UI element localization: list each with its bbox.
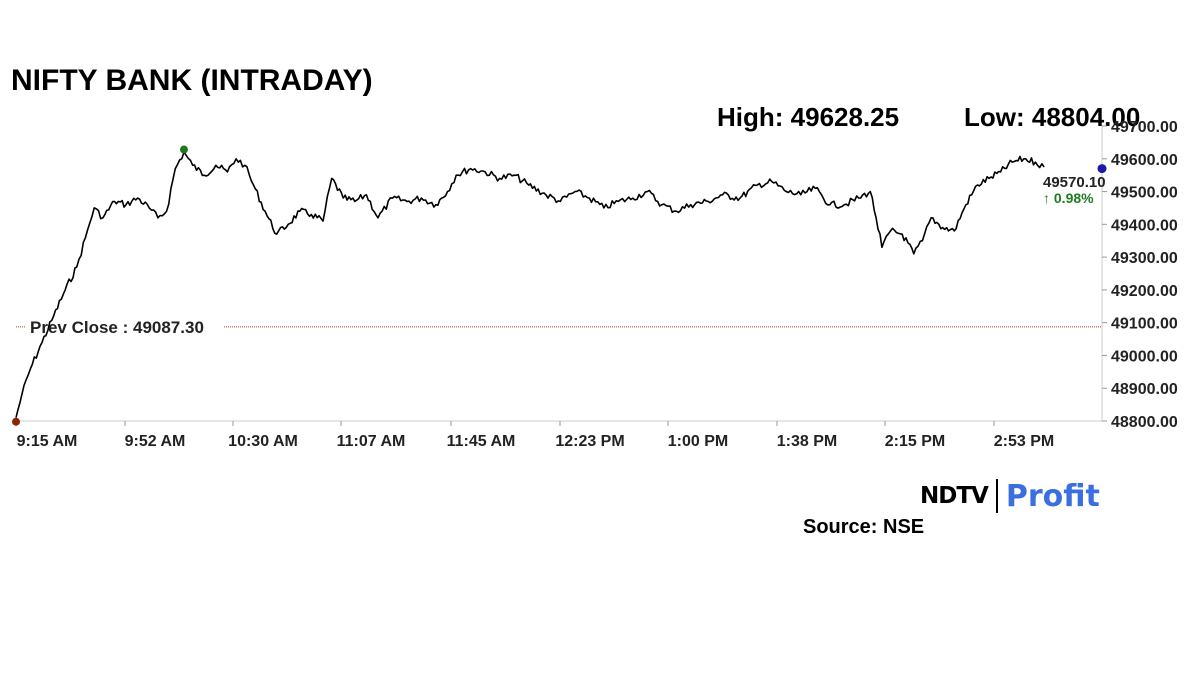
prev-close-label-bg [26, 315, 224, 336]
x-tick-label: 9:52 AM [125, 433, 186, 450]
x-tick-label: 2:53 PM [994, 433, 1054, 450]
high-point [179, 145, 188, 154]
last-point [1097, 164, 1107, 174]
x-tick-label: 2:15 PM [885, 433, 945, 450]
y-tick-label: 48800.00 [1111, 414, 1178, 431]
y-tick-label: 49700.00 [1111, 119, 1178, 136]
y-tick-label: 49300.00 [1111, 250, 1178, 267]
x-tick-label: 9:15 AM [17, 433, 78, 450]
last-value-label: 49570.10 [1043, 174, 1106, 191]
price-series-line [15, 151, 1045, 418]
open-point [12, 417, 20, 426]
y-tick-label: 49000.00 [1111, 348, 1178, 365]
x-tick-label: 11:07 AM [337, 433, 406, 450]
y-tick-label: 48900.00 [1111, 381, 1178, 398]
logo-profit-text: Profit [1005, 478, 1100, 514]
y-tick-label: 49100.00 [1111, 316, 1178, 333]
x-tick-label: 12:23 PM [555, 433, 624, 450]
x-tick-label: 1:38 PM [777, 433, 837, 450]
ndtv-profit-logo: NDTV Profit [920, 477, 1100, 515]
logo-separator [995, 479, 998, 513]
y-tick-label: 49500.00 [1111, 185, 1178, 202]
y-tick-label: 49200.00 [1111, 283, 1178, 300]
prev-close-label: Prev Close : 49087.30 [30, 318, 204, 337]
y-tick-label: 49400.00 [1111, 217, 1178, 234]
low-value: Low: 48804.00 [964, 102, 1141, 132]
x-tick-label: 11:45 AM [447, 433, 516, 450]
chart-title: NIFTY BANK (INTRADAY) [11, 64, 373, 97]
x-tick-label: 1:00 PM [668, 433, 728, 450]
logo-ndtv-text: NDTV [920, 483, 989, 509]
change-label: ↑ 0.98% [1043, 190, 1094, 206]
x-tick-label: 10:30 AM [228, 433, 298, 450]
y-tick-label: 49600.00 [1111, 152, 1178, 169]
high-value: High: 49628.25 [717, 102, 900, 132]
source-note: Source: NSE [803, 516, 925, 538]
